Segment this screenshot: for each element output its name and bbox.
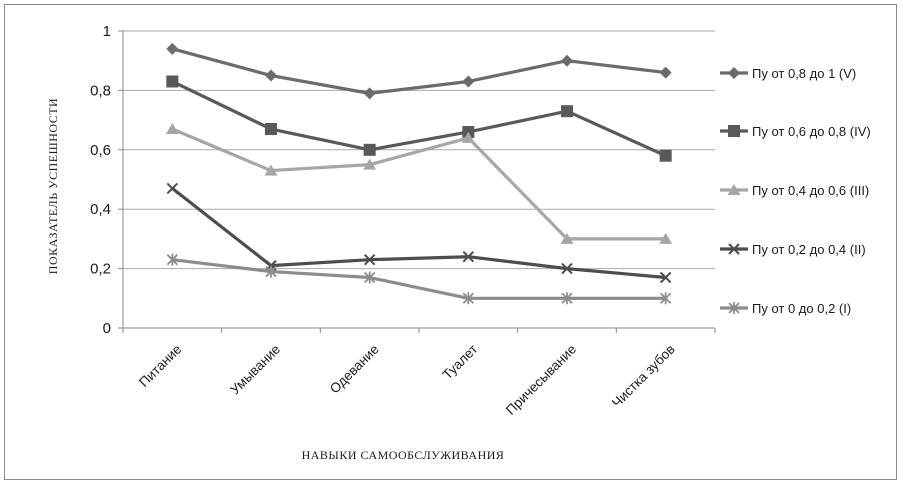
data-point bbox=[166, 75, 179, 88]
legend-label: Пу от 0 до 0,2 (I) bbox=[752, 301, 851, 316]
series-line bbox=[172, 258, 666, 300]
series-line bbox=[171, 187, 666, 280]
data-point bbox=[265, 69, 277, 82]
series-2 bbox=[166, 75, 672, 162]
data-point bbox=[166, 42, 179, 55]
legend-label: Пу от 0,6 до 0,8 (IV) bbox=[752, 124, 871, 139]
data-point bbox=[561, 262, 573, 275]
series-line bbox=[171, 47, 666, 95]
data-point bbox=[363, 143, 376, 156]
x-tick-labels: Питание Умывание Одевание Туалет Причесывани… bbox=[136, 342, 678, 418]
data-point bbox=[265, 265, 277, 278]
data-point bbox=[461, 131, 475, 143]
data-point bbox=[462, 75, 475, 88]
series-line bbox=[171, 80, 667, 158]
data-point bbox=[363, 253, 376, 266]
x-tick-label: Туалет bbox=[440, 342, 481, 383]
legend-item: Пу от 0,8 до 1 (V) bbox=[720, 66, 856, 81]
data-point bbox=[561, 105, 573, 118]
legend-item: Пу от 0,2 до 0,4 (II) bbox=[720, 242, 866, 257]
data-point bbox=[659, 149, 672, 162]
data-point bbox=[265, 123, 277, 136]
series-3 bbox=[165, 123, 673, 244]
data-point bbox=[561, 54, 573, 67]
data-point bbox=[363, 87, 376, 100]
y-tick-label: 0,6 bbox=[90, 142, 111, 159]
legend-item: Пу от 0,4 до 0,6 (III) bbox=[720, 183, 869, 198]
legend-marker bbox=[728, 125, 740, 137]
data-point bbox=[561, 292, 573, 305]
data-point bbox=[364, 271, 376, 284]
data-point bbox=[660, 292, 672, 305]
series-line bbox=[171, 127, 666, 241]
legend-item: Пу от 0 до 0,2 (I) bbox=[720, 301, 851, 316]
legend-label: Пу от 0,8 до 1 (V) bbox=[752, 66, 856, 81]
x-tick-label: Чистка зубов bbox=[609, 342, 678, 411]
series-1 bbox=[166, 42, 672, 100]
x-axis-title: НАВЫКИ САМООБСЛУЖИВАНИЯ bbox=[302, 448, 505, 462]
y-tick-labels: 0 0,2 0,4 0,6 0,8 1 bbox=[90, 23, 111, 337]
x-tick-label: Умывание bbox=[227, 342, 283, 398]
legend: Пу от 0,8 до 1 (V) Пу от 0,6 до 0,8 (IV) П… bbox=[720, 66, 871, 316]
y-tick-label: 0 bbox=[103, 320, 111, 337]
x-tick-label: Одевание bbox=[327, 342, 382, 397]
gridlines bbox=[118, 30, 715, 329]
x-tick-label: Питание bbox=[136, 342, 184, 390]
data-point bbox=[560, 232, 574, 244]
y-tick-label: 0,4 bbox=[90, 201, 111, 218]
data-point bbox=[166, 182, 179, 195]
y-tick-label: 0,8 bbox=[90, 82, 111, 99]
series-lines bbox=[165, 42, 673, 305]
data-point bbox=[166, 253, 178, 266]
legend-label: Пу от 0,2 до 0,4 (II) bbox=[752, 242, 866, 257]
data-point bbox=[363, 158, 377, 170]
axes bbox=[122, 31, 716, 333]
y-tick-label: 0,2 bbox=[90, 261, 111, 278]
legend-label: Пу от 0,4 до 0,6 (III) bbox=[752, 183, 869, 198]
series-5 bbox=[166, 253, 672, 305]
legend-marker bbox=[728, 67, 740, 79]
data-point bbox=[462, 251, 475, 263]
legend-marker bbox=[727, 184, 741, 195]
y-tick-label: 1 bbox=[103, 23, 111, 40]
x-tick-label: Причесывание bbox=[503, 342, 579, 418]
data-point bbox=[659, 271, 672, 284]
data-point bbox=[462, 292, 474, 305]
y-axis-title: ПОКАЗАТЕЛЬ УСПЕШНОСТИ bbox=[46, 98, 60, 274]
data-point bbox=[264, 164, 278, 176]
data-point bbox=[659, 232, 673, 244]
data-point bbox=[165, 123, 179, 135]
series-4 bbox=[166, 182, 672, 284]
legend-item: Пу от 0,6 до 0,8 (IV) bbox=[720, 124, 871, 139]
legend-marker bbox=[728, 243, 740, 255]
data-point bbox=[659, 66, 672, 79]
legend-marker bbox=[728, 302, 740, 314]
